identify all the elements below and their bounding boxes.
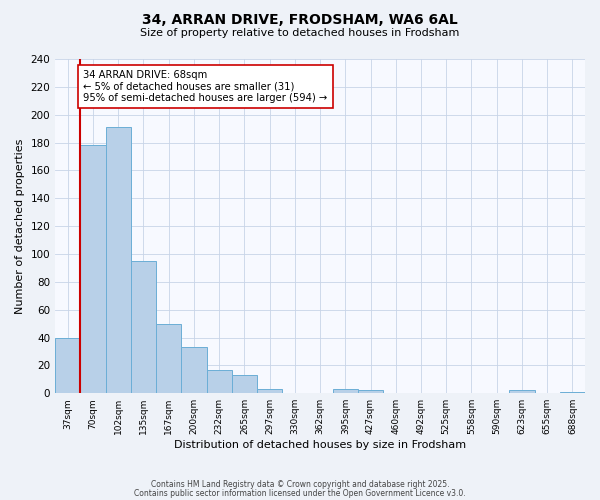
- Bar: [509, 390, 535, 393]
- Y-axis label: Number of detached properties: Number of detached properties: [15, 138, 25, 314]
- Bar: [358, 390, 383, 393]
- Bar: [131, 261, 156, 393]
- Text: Contains public sector information licensed under the Open Government Licence v3: Contains public sector information licen…: [134, 488, 466, 498]
- Bar: [332, 389, 358, 393]
- Bar: [156, 324, 181, 393]
- Text: 34, ARRAN DRIVE, FRODSHAM, WA6 6AL: 34, ARRAN DRIVE, FRODSHAM, WA6 6AL: [142, 12, 458, 26]
- Text: Contains HM Land Registry data © Crown copyright and database right 2025.: Contains HM Land Registry data © Crown c…: [151, 480, 449, 489]
- Bar: [257, 389, 282, 393]
- Text: Size of property relative to detached houses in Frodsham: Size of property relative to detached ho…: [140, 28, 460, 38]
- Bar: [232, 375, 257, 393]
- Bar: [206, 370, 232, 393]
- Bar: [80, 146, 106, 393]
- Text: 34 ARRAN DRIVE: 68sqm
← 5% of detached houses are smaller (31)
95% of semi-detac: 34 ARRAN DRIVE: 68sqm ← 5% of detached h…: [83, 70, 328, 103]
- Bar: [55, 338, 80, 393]
- Bar: [106, 127, 131, 393]
- Bar: [560, 392, 585, 393]
- Bar: [181, 348, 206, 393]
- X-axis label: Distribution of detached houses by size in Frodsham: Distribution of detached houses by size …: [174, 440, 466, 450]
